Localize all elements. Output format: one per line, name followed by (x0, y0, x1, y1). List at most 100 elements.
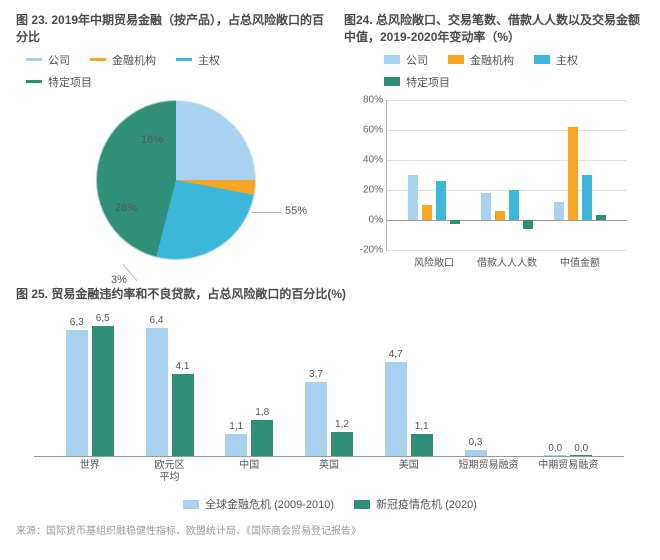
legend-label: 全球金融危机 (2009-2010) (205, 496, 334, 512)
bar (408, 175, 418, 220)
xlabel: 英国 (319, 456, 339, 472)
legend-item-gfc: 全球金融危机 (2009-2010) (183, 496, 334, 512)
legend-item-sov: 主权 (176, 52, 220, 68)
legend-label: 主权 (198, 52, 220, 68)
legend-label: 金融机构 (470, 52, 514, 68)
pie-label-3: 3% (111, 274, 127, 286)
legend-item-corp: 公司 (384, 52, 428, 68)
ytick-label: 20% (363, 184, 387, 195)
value-label: 6,4 (150, 315, 164, 326)
value-label: 6,5 (96, 313, 110, 324)
value-label: 1,2 (335, 419, 349, 430)
legend-item-corp: 公司 (26, 52, 70, 68)
bar (509, 190, 519, 220)
bar (66, 330, 88, 456)
value-label: 0,0 (574, 443, 588, 454)
legend-item-spec: 特定项目 (384, 74, 450, 90)
bar (450, 220, 460, 225)
legend-item-spec: 特定项目 (26, 74, 92, 90)
xlabel: 中期贸易融资 (538, 456, 598, 472)
fig23-legend: 公司 金融机构 主权 特定项目 (26, 52, 266, 90)
legend-item-fi: 金融机构 (448, 52, 514, 68)
fig23-pie-wrap: 55% 3% 26% 16% (81, 100, 271, 280)
bar (92, 326, 114, 456)
fig25: 图 25. 贸易金融违约率和不良贷款，占总风险敞口的百分比(%) 6,3 6,5 世… (16, 286, 644, 513)
fig24-plot: -20%0%20%40%60%80%风险敞口借款人人人数中值金额 (386, 100, 627, 251)
fig23: 图 23. 2019年中期贸易金融（按产品），占总风险敞口的百分比 公司 金融机… (16, 12, 336, 280)
fig25-chart: 6,36,5世界6,44,1欧元区平均1,11,8中国3,71,2英国4,71,… (16, 306, 644, 474)
pie-label-26: 26% (115, 202, 137, 214)
swatch-corp (384, 55, 400, 64)
bar (251, 420, 273, 456)
swatch-corp (26, 58, 42, 61)
bar (481, 193, 491, 220)
ytick-label: 60% (363, 124, 387, 135)
ytick-label: -20% (360, 244, 387, 255)
bar (422, 205, 432, 220)
fig23-pie (96, 100, 256, 260)
legend-item-covid: 新冠疫情危机 (2020) (354, 496, 477, 512)
value-label: 1,1 (229, 421, 243, 432)
bar (582, 175, 592, 220)
xlabel: 中国 (239, 456, 259, 472)
legend-label: 公司 (48, 52, 70, 68)
xlabel: 风险敞口 (414, 250, 454, 269)
bar (495, 211, 505, 220)
swatch-spec (384, 77, 400, 86)
pie-label-55: 55% (285, 205, 307, 217)
bar (172, 374, 194, 456)
value-label: 1,1 (415, 421, 429, 432)
fig25-plot: 6,36,5世界6,44,1欧元区平均1,11,8中国3,71,2英国4,71,… (34, 316, 624, 457)
pie-lead (251, 212, 281, 213)
fig23-title: 图 23. 2019年中期贸易金融（按产品），占总风险敞口的百分比 (16, 12, 336, 46)
bar (305, 382, 327, 456)
value-label: 4,7 (389, 349, 403, 360)
xlabel: 美国 (399, 456, 419, 472)
bar (225, 434, 247, 456)
xlabel: 短期贸易融资 (459, 456, 519, 472)
fig24-chart: -20%0%20%40%60%80%风险敞口借款人人人数中值金额 (344, 94, 644, 274)
swatch-gfc (183, 500, 199, 509)
fig24: 图24. 总风险敞口、交易笔数、借款人人数以及交易金额中值，2019-2020年… (344, 12, 644, 280)
value-label: 6,3 (70, 317, 84, 328)
fig24-legend: 公司 金融机构 主权 特定项目 (384, 52, 604, 90)
legend-item-fi: 金融机构 (90, 52, 156, 68)
legend-item-sov: 主权 (534, 52, 578, 68)
ytick-label: 40% (363, 154, 387, 165)
value-label: 1,8 (255, 407, 269, 418)
xlabel: 世界 (80, 456, 100, 472)
swatch-fi (448, 55, 464, 64)
fig25-title: 图 25. 贸易金融违约率和不良贷款，占总风险敞口的百分比(%) (16, 286, 644, 303)
value-label: 4,1 (176, 361, 190, 372)
value-label: 0,0 (548, 443, 562, 454)
xlabel: 借款人人人数 (477, 250, 537, 269)
bar (554, 202, 564, 220)
legend-label: 金融机构 (112, 52, 156, 68)
fig25-legend: 全球金融危机 (2009-2010) 新冠疫情危机 (2020) (16, 496, 644, 512)
value-label: 0,3 (469, 437, 483, 448)
legend-label: 特定项目 (406, 74, 450, 90)
bar (596, 215, 606, 220)
swatch-sov (176, 58, 192, 61)
bar (385, 362, 407, 456)
legend-label: 主权 (556, 52, 578, 68)
bar (523, 220, 533, 229)
swatch-fi (90, 58, 106, 61)
source-footnote: 来源：国际货币基组织融稳健性指标、欧盟统计局、《国际商会贸易登记报告》 (16, 522, 644, 537)
fig24-title: 图24. 总风险敞口、交易笔数、借款人人数以及交易金额中值，2019-2020年… (344, 12, 644, 46)
top-row: 图 23. 2019年中期贸易金融（按产品），占总风险敞口的百分比 公司 金融机… (16, 12, 644, 280)
xlabel: 中值金额 (560, 250, 600, 269)
legend-label: 公司 (406, 52, 428, 68)
swatch-spec (26, 80, 42, 83)
ytick-label: 0% (369, 214, 387, 225)
pie-label-16: 16% (141, 134, 163, 146)
bar (411, 434, 433, 456)
xlabel: 欧元区平均 (155, 456, 185, 484)
swatch-sov (534, 55, 550, 64)
bar (568, 127, 578, 220)
legend-label: 特定项目 (48, 74, 92, 90)
bar (146, 328, 168, 456)
swatch-covid (354, 500, 370, 509)
bar (331, 432, 353, 456)
legend-label: 新冠疫情危机 (2020) (376, 496, 477, 512)
